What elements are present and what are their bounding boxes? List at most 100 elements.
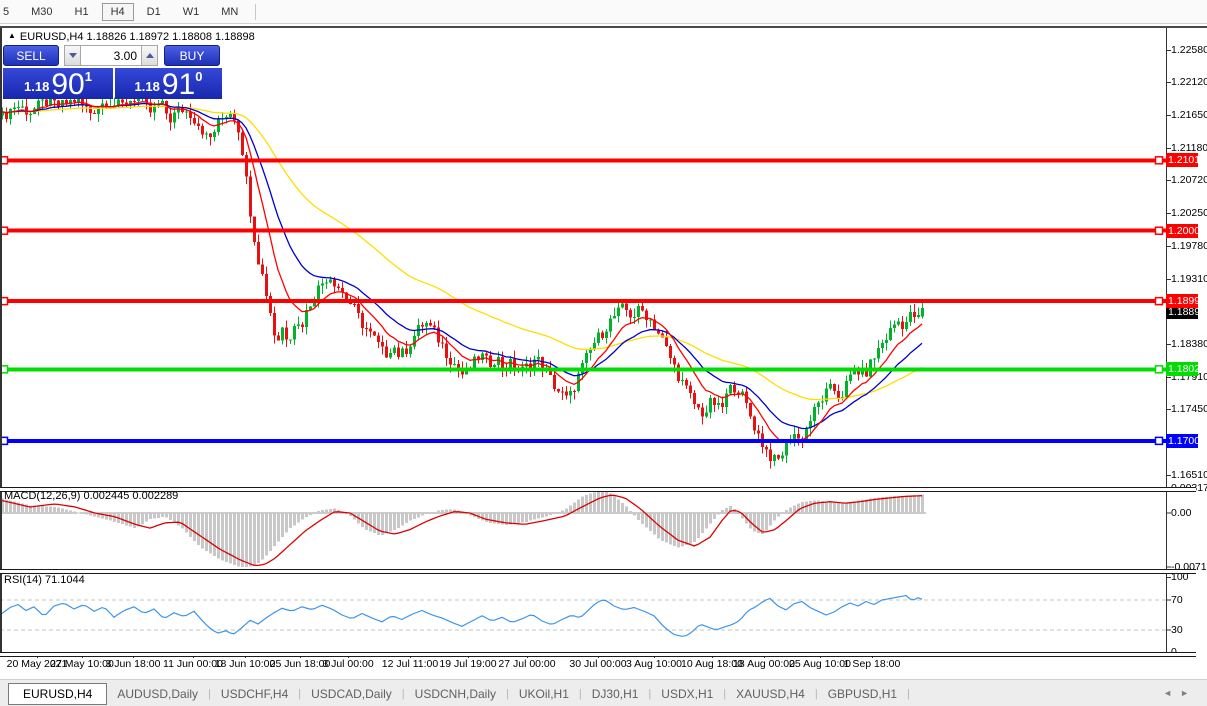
rsi-scale-label: 30	[1171, 623, 1183, 636]
bid-price-big: 90	[51, 68, 85, 101]
ask-price-big: 91	[161, 68, 196, 101]
up-arrow-icon	[145, 53, 154, 58]
chart-tab-usdcnh[interactable]: USDCNH,Daily	[414, 686, 496, 701]
ask-price-panel[interactable]: 1.18 91 0	[115, 68, 222, 101]
chart-tab-gbpusd[interactable]: GBPUSD,H1	[827, 686, 898, 701]
time-axis-label: 27 Jul 00:00	[498, 658, 556, 670]
chart-tab-usdchf[interactable]: USDCHF,H4	[220, 686, 289, 701]
bid-price-pip: 1	[84, 69, 92, 84]
tab-separator: |	[814, 687, 818, 700]
price-line-badge: 1.20004	[1166, 223, 1206, 238]
rsi-scale-label: 70	[1171, 593, 1183, 606]
timeframe-button-m30[interactable]: M30	[31, 5, 53, 18]
price-line-badge: 1.18998	[1166, 294, 1206, 309]
time-axis-label: 1 Sep 18:00	[843, 658, 901, 670]
chart-title-overlay: ▲ EURUSD,H4 1.18826 1.18972 1.18808 1.188…	[8, 31, 255, 43]
ask-price-prefix: 1.18	[134, 79, 160, 94]
price-tick-label: 1.19310	[1171, 272, 1207, 285]
timeframe-button-w1[interactable]: W1	[182, 5, 200, 18]
chart-tab-dj30[interactable]: DJ30,H1	[591, 686, 639, 701]
time-axis-label: 12 Jul 11:00	[381, 658, 439, 670]
tab-separator: |	[401, 687, 405, 700]
bid-price-prefix: 1.18	[24, 79, 50, 94]
volume-input[interactable]	[81, 45, 141, 66]
bid-price-panel[interactable]: 1.18 90 1	[3, 68, 113, 101]
chart-tab-usdx[interactable]: USDX,H1	[661, 686, 714, 701]
time-axis-label: 11 Jun 00:00	[163, 658, 223, 670]
macd-indicator-label: MACD(12,26,9) 0.002445 0.002289	[4, 490, 178, 502]
chart-tab-usdcad[interactable]: USDCAD,Daily	[311, 686, 392, 701]
time-axis-label: 3 Jul 00:00	[322, 658, 374, 670]
tab-separator: |	[506, 687, 509, 700]
time-axis-label: 18 Jun 10:00	[214, 658, 276, 670]
time-axis-label: 3 Jun 18:00	[105, 658, 161, 670]
timeframe-button-5[interactable]: 5	[3, 5, 10, 18]
one-click-trading-widget: SELL BUY 1.18 90 1 1.18 91 0	[3, 45, 222, 101]
current-price-badge: 1.18898	[1166, 305, 1206, 320]
rsi-scale-label: 100	[1171, 571, 1189, 583]
chart-frame-top-border	[0, 26, 1207, 28]
time-axis-label: 10 Aug 18:00	[681, 658, 743, 670]
tab-separator: |	[723, 687, 727, 700]
tab-separator: |	[208, 687, 211, 700]
price-tick-label: 1.21650	[1171, 109, 1207, 121]
chart-frame-left-border	[0, 28, 2, 655]
time-axis-label: 27 May 10:00	[50, 658, 114, 670]
rsi-value: 71.1044	[44, 574, 85, 586]
price-tick-label: 1.19780	[1171, 239, 1207, 252]
time-axis-label: 19 Jul 19:00	[439, 658, 497, 670]
chart-tab-eurusd[interactable]: EURUSD,H4	[8, 682, 108, 705]
macd-scale-label: 0.00	[1171, 506, 1192, 519]
rsi-indicator-label: RSI(14) 71.1044	[4, 574, 85, 586]
time-axis-label: 3 Aug 10:00	[625, 658, 683, 670]
tab-separator: |	[648, 687, 652, 700]
time-axis-label: 18 Aug 00:00	[733, 658, 795, 670]
timeframe-button-mn[interactable]: MN	[221, 5, 239, 18]
time-axis-label: 30 Jul 00:00	[569, 658, 627, 670]
price-tick-label: 1.20250	[1171, 207, 1207, 219]
chart-tab-ukoil[interactable]: UKOil,H1	[518, 686, 569, 701]
time-axis-label: 20 May 2021	[6, 658, 68, 670]
main-macd-separator[interactable]	[0, 487, 1196, 492]
timeframe-button-h4[interactable]: H4	[101, 2, 134, 21]
rsi-name: RSI(14)	[4, 574, 42, 586]
price-tick-label: 1.20720	[1171, 174, 1207, 187]
chart-ohlc-text: EURUSD,H4 1.18826 1.18972 1.18808 1.1889…	[19, 31, 255, 43]
chart-tab-bar: EURUSD,H4 AUDUSD,Daily | USDCHF,H4 | USDCAD,D…	[0, 679, 1207, 706]
scroll-left-icon[interactable]: ◄	[1163, 688, 1181, 698]
buy-button[interactable]: BUY	[164, 45, 220, 66]
price-tick-label: 1.18380	[1171, 337, 1207, 350]
timeframe-button-d1[interactable]: D1	[146, 5, 161, 18]
price-tick-label: 1.21180	[1171, 141, 1207, 154]
ask-price-pip: 0	[195, 69, 203, 84]
tab-scroll-arrows[interactable]: ◄►	[1163, 688, 1197, 698]
timeframe-toolbar: 5 M30 H1 H4 D1 W1 MN	[0, 0, 1207, 24]
timeframe-button-h1[interactable]: H1	[74, 5, 89, 18]
tab-separator: |	[907, 687, 910, 700]
rsi-bottom-separator	[0, 652, 1196, 657]
volume-increment-button[interactable]	[141, 45, 158, 66]
tab-separator: |	[298, 687, 302, 700]
time-axis-label: 25 Aug 10:00	[789, 658, 851, 670]
time-axis-label: 25 Jun 18:00	[269, 658, 331, 670]
chart-tab-audusd[interactable]: AUDUSD,Daily	[117, 686, 199, 701]
price-tick-label: 1.22120	[1171, 76, 1207, 89]
macd-values: 0.002445 0.002289	[83, 490, 179, 502]
chart-tab-xauusd[interactable]: XAUUSD,H4	[736, 686, 805, 701]
price-tick-label: 1.22580	[1171, 43, 1207, 56]
scroll-right-icon[interactable]: ►	[1180, 688, 1197, 698]
price-line-badge: 1.17002	[1166, 433, 1206, 448]
price-tick-label: 1.17450	[1171, 403, 1207, 415]
price-line-badge: 1.18024	[1166, 362, 1206, 377]
volume-decrement-button[interactable]	[64, 45, 81, 66]
collapse-triangle-icon[interactable]: ▲	[8, 31, 16, 40]
price-tick-label: 1.16510	[1171, 468, 1207, 481]
down-arrow-icon	[68, 53, 77, 58]
sell-button[interactable]: SELL	[3, 45, 59, 66]
macd-name: MACD(12,26,9)	[4, 490, 81, 502]
price-line-badge: 1.21010	[1166, 153, 1206, 168]
tab-separator: |	[578, 687, 582, 700]
macd-rsi-separator[interactable]	[0, 569, 1196, 574]
